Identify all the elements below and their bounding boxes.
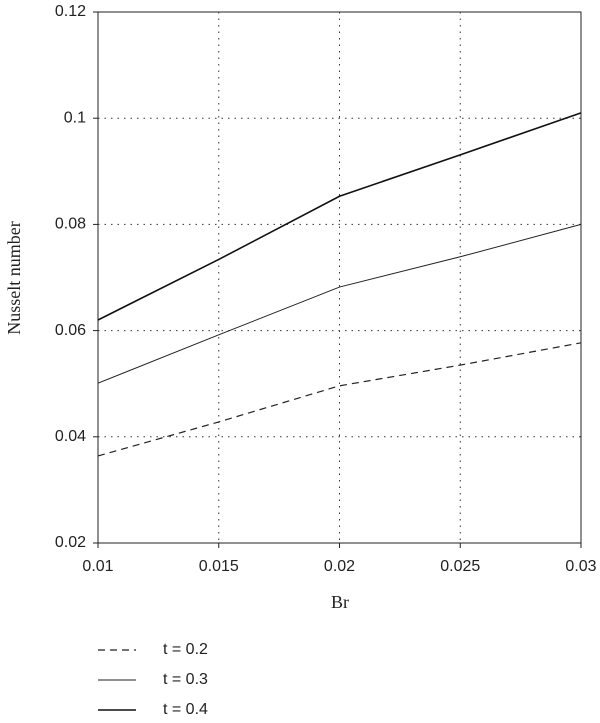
series-line <box>97 112 582 321</box>
x-axis-label: Br <box>331 592 349 612</box>
x-tick-label: 0.03 <box>565 558 596 575</box>
x-tick-label: 0.01 <box>82 558 113 575</box>
y-tick-label: 0.1 <box>64 109 86 126</box>
y-tick-label: 0.12 <box>55 3 86 20</box>
y-axis-label: Nusselt number <box>4 221 24 334</box>
y-tick-label: 0.08 <box>55 216 86 233</box>
x-tick-label: 0.015 <box>199 558 239 575</box>
plot-frame <box>97 11 582 544</box>
y-tick-label: 0.06 <box>55 322 86 339</box>
legend-label: t = 0.2 <box>163 641 208 658</box>
y-tick-label: 0.04 <box>55 428 86 445</box>
legend-label: t = 0.4 <box>163 701 208 718</box>
x-tick-label: 0.02 <box>324 558 355 575</box>
series-line <box>97 342 582 457</box>
series-line <box>97 223 582 384</box>
y-tick-label: 0.02 <box>55 534 86 551</box>
legend-label: t = 0.3 <box>163 671 208 688</box>
x-tick-label: 0.025 <box>440 558 480 575</box>
